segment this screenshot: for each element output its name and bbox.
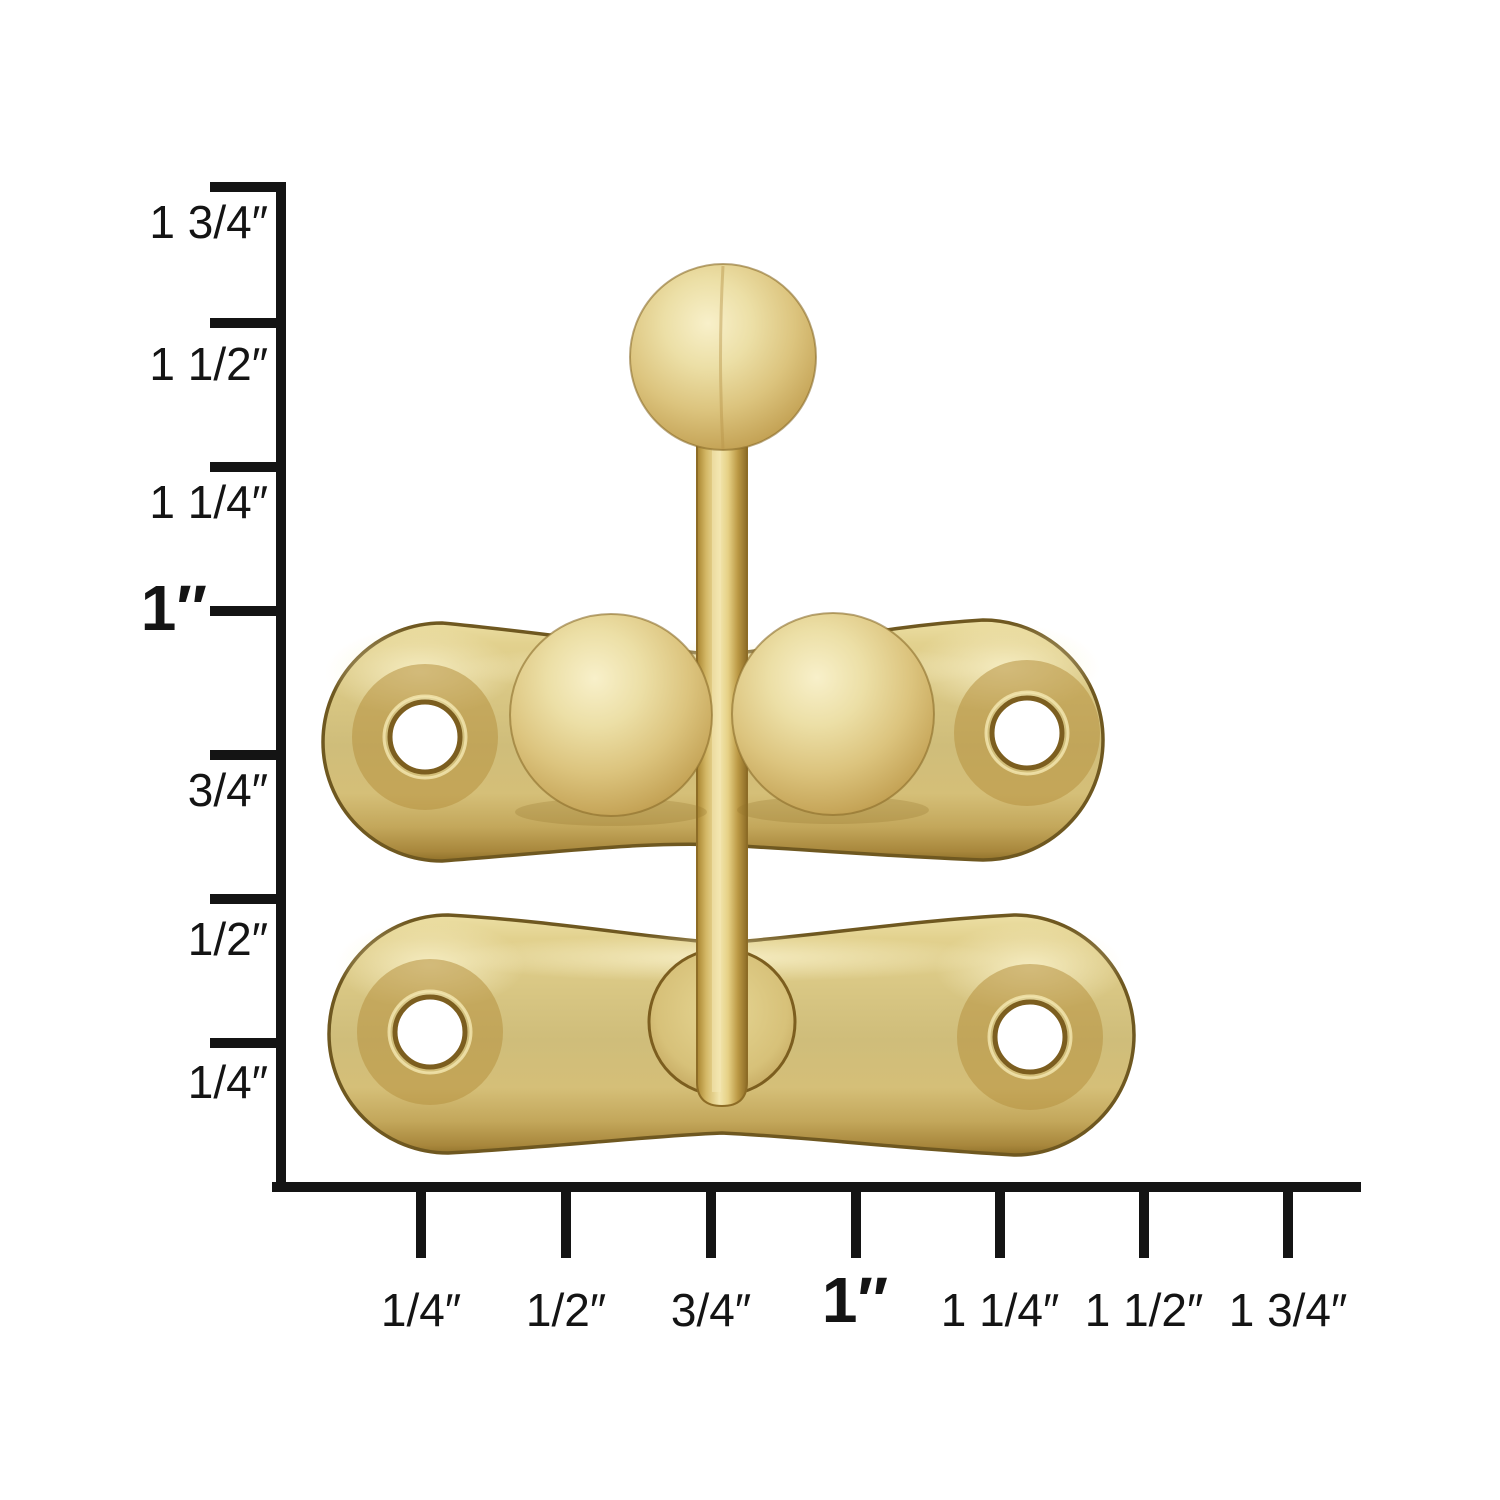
vertical-ruler-label-one-inch: 1″ [140, 572, 207, 644]
horizontal-ruler-tick [416, 1190, 426, 1258]
horizontal-ruler-label: 3/4″ [670, 1284, 752, 1336]
horizontal-ruler-label: 1/4″ [380, 1284, 462, 1336]
vertical-ruler-label: 1/2″ [187, 913, 268, 965]
ball-finial [629, 263, 817, 451]
vertical-ruler-tick [210, 1038, 276, 1048]
right-center-ball [731, 612, 935, 816]
vertical-ruler-label: 1 3/4″ [149, 196, 268, 248]
horizontal-ruler-tick [706, 1190, 716, 1258]
horizontal-ruler-tick [1283, 1190, 1293, 1258]
vertical-ruler-label: 1 1/4″ [149, 476, 268, 528]
upper-left-screw-hole [387, 699, 463, 775]
horizontal-ruler-tick [561, 1190, 571, 1258]
horizontal-ruler-label: 1 3/4″ [1228, 1284, 1348, 1336]
lower-left-screw-hole [392, 994, 468, 1070]
upper-left-countersink [352, 664, 498, 810]
vertical-ruler-tick [210, 462, 276, 472]
vertical-ruler-line [276, 182, 286, 1192]
vertical-ruler-tick [210, 318, 276, 328]
horizontal-ruler-label-one-inch: 1″ [821, 1264, 889, 1336]
lower-left-countersink [357, 959, 503, 1105]
left-center-ball [509, 613, 713, 817]
vertical-ruler-tick [210, 750, 276, 760]
swing-post [696, 439, 748, 1108]
horizontal-ruler-line [272, 1182, 1361, 1192]
vertical-ruler-label: 1/4″ [187, 1056, 268, 1108]
horizontal-ruler-tick [1139, 1190, 1149, 1258]
horizontal-ruler-tick [851, 1190, 861, 1258]
horizontal-ruler-tick [995, 1190, 1005, 1258]
lower-right-countersink [957, 964, 1103, 1110]
vertical-ruler-label: 1 1/2″ [149, 338, 268, 390]
upper-right-screw-hole [989, 695, 1065, 771]
lower-right-screw-hole [992, 999, 1068, 1075]
vertical-ruler-tick [210, 606, 276, 616]
upper-right-countersink [954, 660, 1100, 806]
horizontal-ruler-label: 1 1/2″ [1084, 1284, 1204, 1336]
horizontal-ruler-label: 1 1/4″ [940, 1284, 1060, 1336]
vertical-ruler-tick [210, 894, 276, 904]
vertical-ruler-label: 3/4″ [187, 764, 268, 816]
horizontal-ruler-label: 1/2″ [525, 1284, 607, 1336]
vertical-ruler-tick [210, 182, 276, 192]
